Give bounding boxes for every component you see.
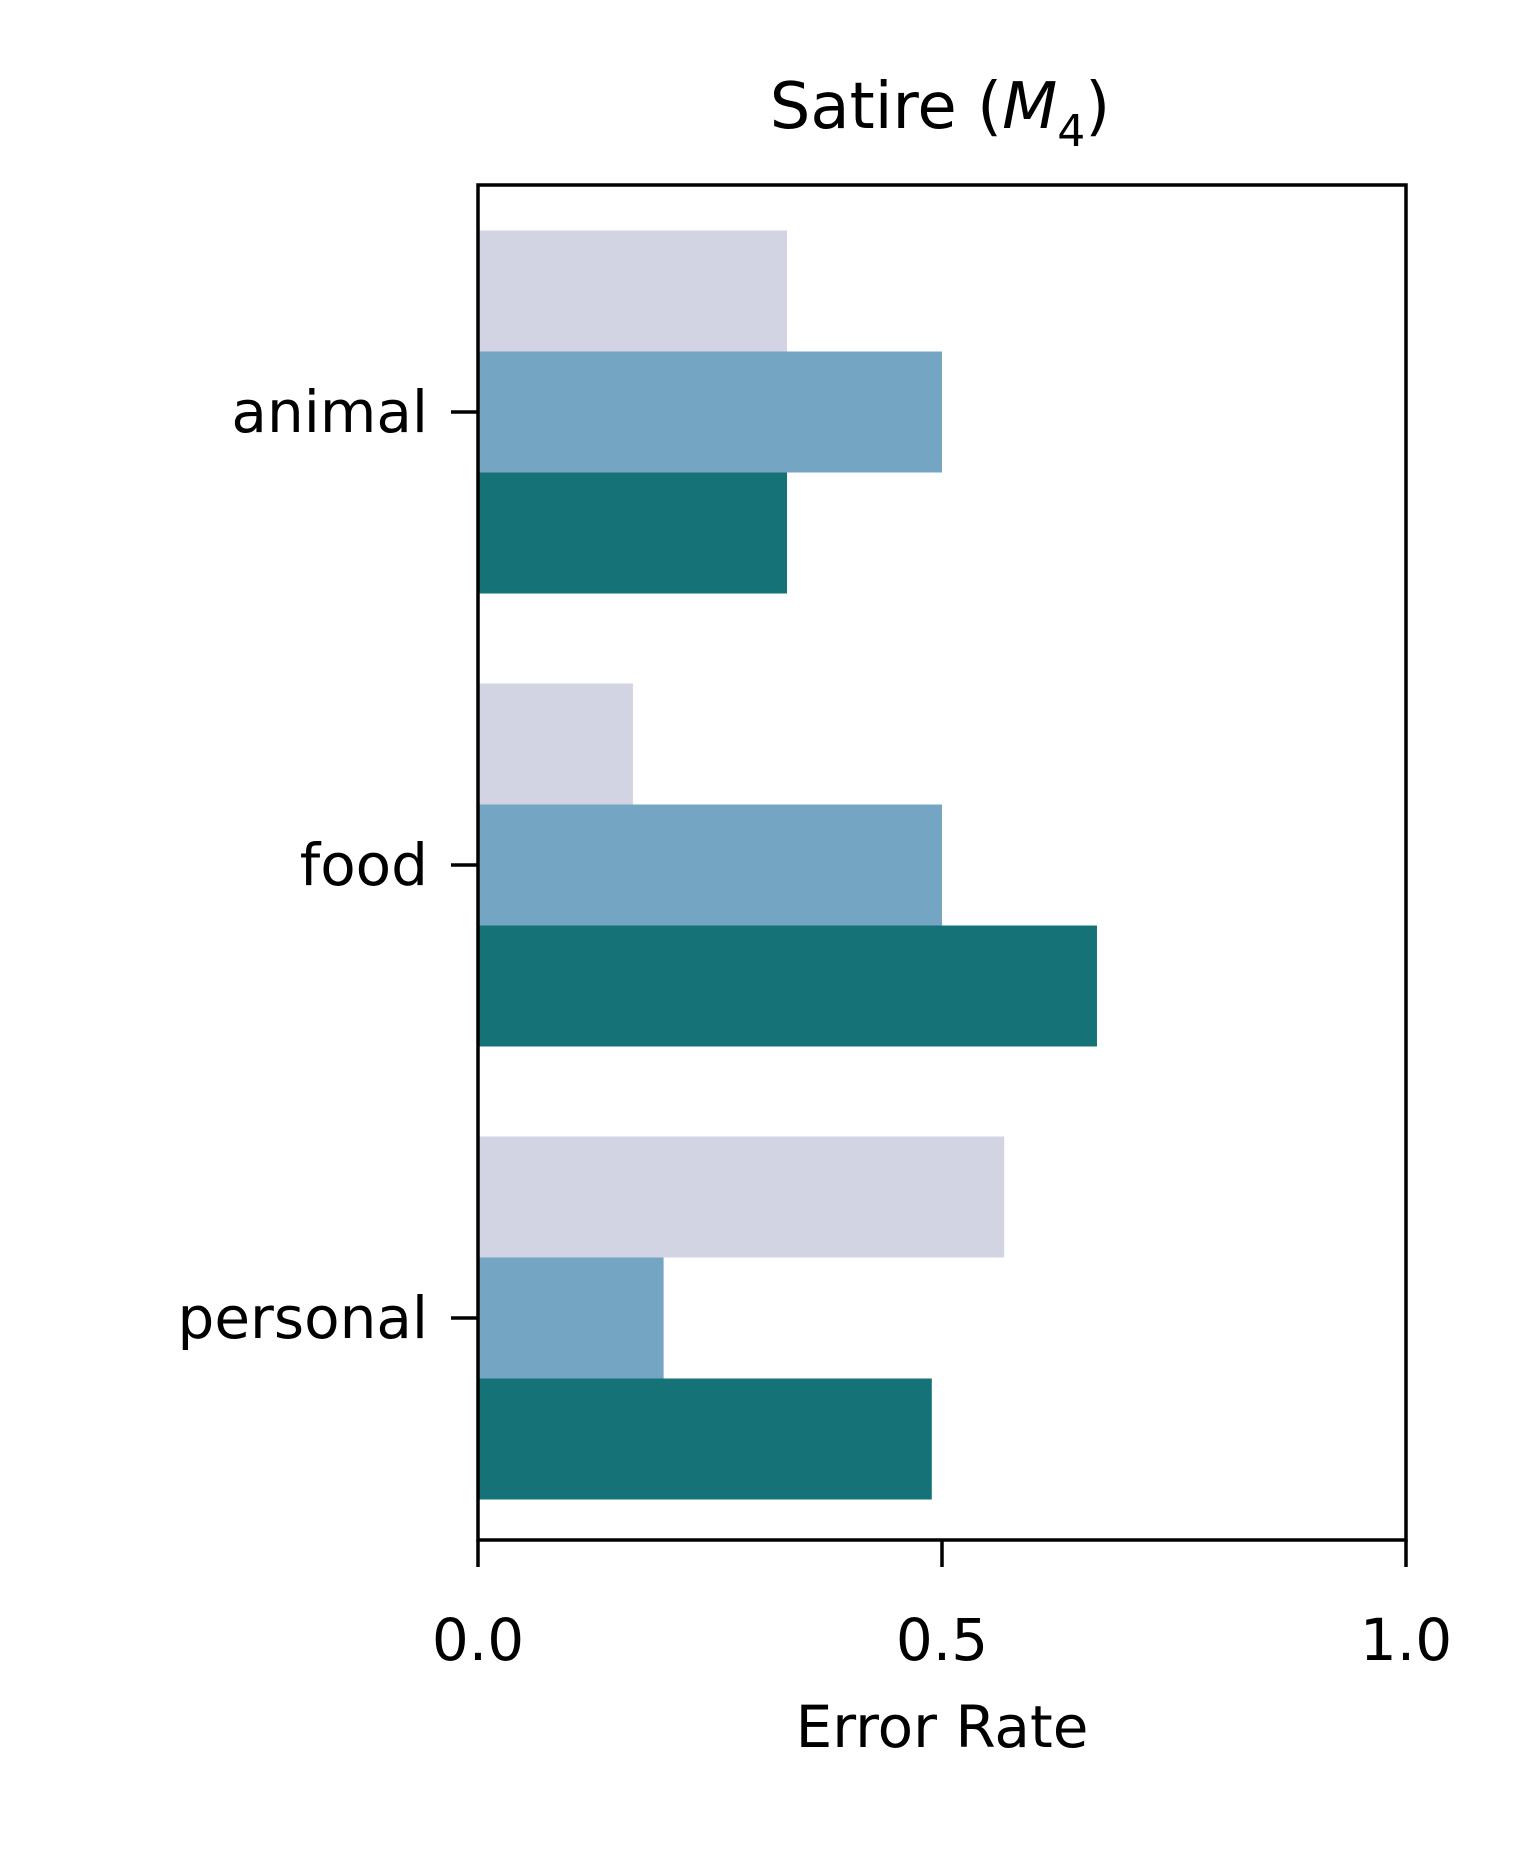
bar-personal-series-3 [478, 1378, 932, 1500]
chart-title-suffix: ) [1085, 70, 1110, 144]
bar-food-series-3 [478, 925, 1097, 1047]
chart-title-prefix: Satire ( [770, 70, 1002, 144]
x-tick-label-0.5: 0.5 [896, 1606, 988, 1674]
chart-title-symbol: M [1002, 70, 1057, 144]
x-axis-ticks: 0.0 0.5 1.0 [432, 1540, 1452, 1674]
bar-personal-series-1 [478, 1136, 1005, 1258]
bar-animal-series-1 [478, 230, 788, 352]
plot-frame [476, 183, 1408, 1542]
bars-group [478, 230, 1097, 1500]
chart-title-subscript: 4 [1057, 106, 1085, 157]
chart-title: Satire (M4) [770, 70, 1111, 157]
x-axis-label: Error Rate [796, 1693, 1089, 1761]
y-axis-ticks: animal food personal [178, 378, 478, 1352]
bar-animal-series-2 [478, 351, 942, 473]
bar-food-series-2 [478, 804, 942, 926]
x-tick-label-0.0: 0.0 [432, 1606, 524, 1674]
y-tick-label-food: food [300, 831, 428, 899]
y-tick-label-personal: personal [178, 1284, 428, 1352]
y-tick-label-animal: animal [231, 378, 428, 446]
bar-animal-series-3 [478, 472, 788, 594]
bar-food-series-1 [478, 683, 633, 805]
x-tick-label-1.0: 1.0 [1360, 1606, 1452, 1674]
bar-personal-series-2 [478, 1257, 664, 1379]
